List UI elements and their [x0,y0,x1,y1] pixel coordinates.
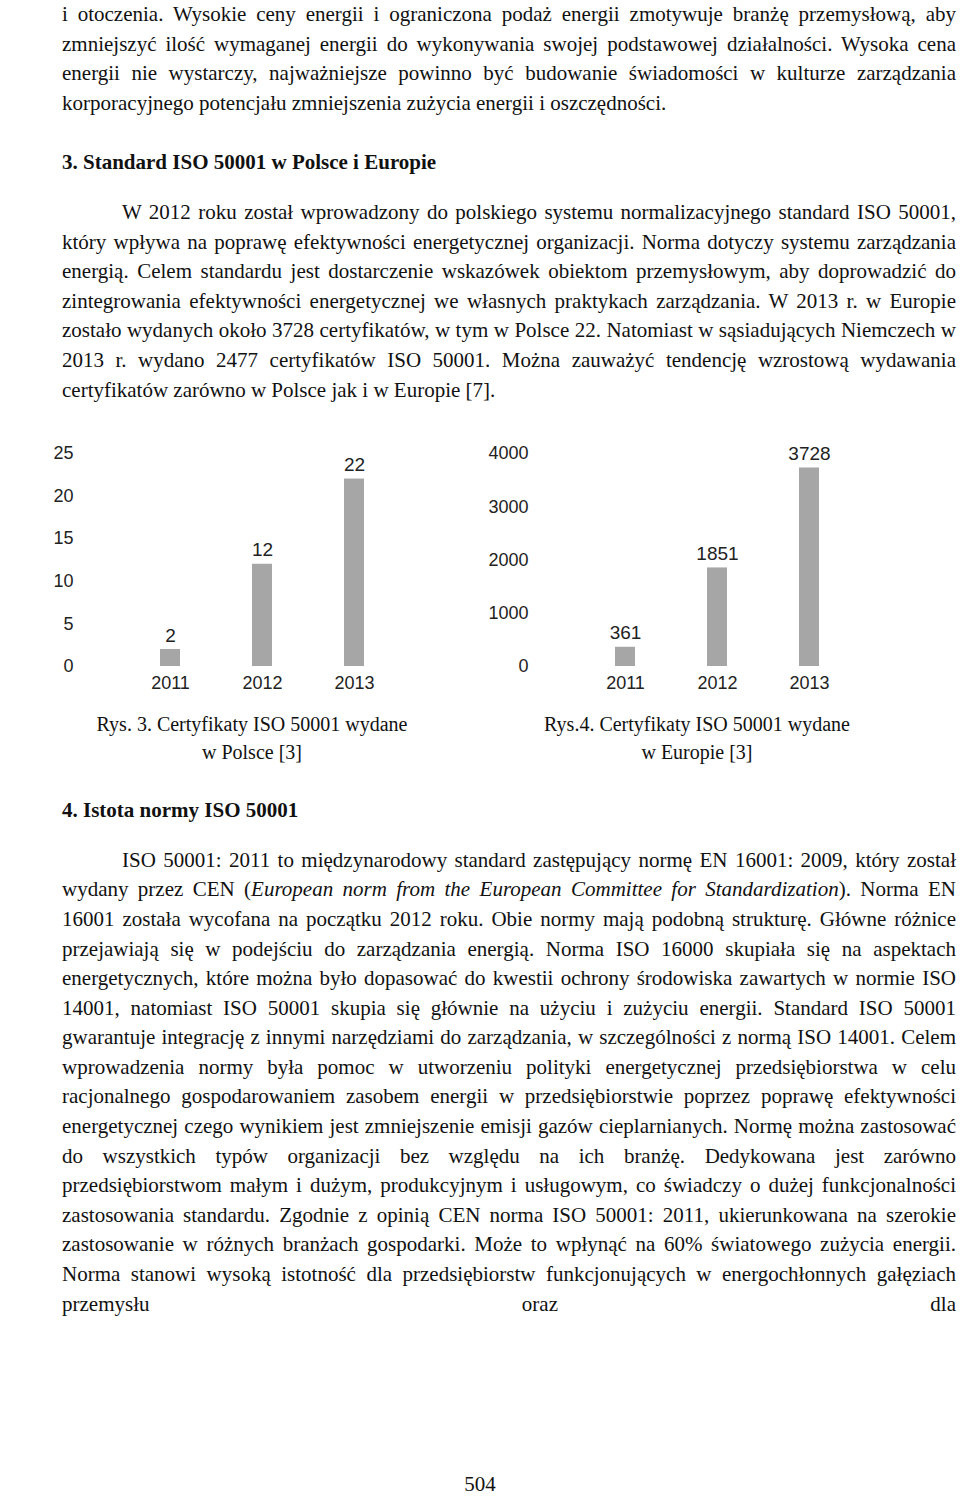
html-text:504: 504 [464,1472,496,1496]
svg-text:12: 12 [252,539,273,560]
svg-text:1000: 1000 [488,603,528,623]
svg-text:20: 20 [53,486,73,506]
html-text:w Polsce [3]: w Polsce [3] [202,741,302,764]
svg-text:25: 25 [53,443,73,463]
svg-text:2013: 2013 [334,673,374,693]
html-text:W 2012 roku został wprowadzony: W 2012 roku został wprowadzony do polski… [62,200,956,402]
svg-text:2011: 2011 [606,673,645,693]
html-text:w Europie [3]: w Europie [3] [641,741,753,764]
html-text:ISO 50001: 2011 to międzynarod: ISO 50001: 2011 to międzynarodowy standa… [62,847,956,1316]
html-text:Rys.4. Certyfikaty ISO 50001 w: Rys.4. Certyfikaty ISO 50001 wydane [544,713,850,736]
svg-text:2013: 2013 [789,673,829,693]
svg-text:1851: 1851 [696,543,738,564]
svg-text:5: 5 [63,614,73,634]
html-text:3. Standard ISO 50001 w Polsce: 3. Standard ISO 50001 w Polsce i Europie [62,150,437,175]
svg-text:2011: 2011 [151,673,190,693]
svg-text:0: 0 [63,656,73,676]
svg-text:361: 361 [610,622,642,643]
svg-text:4000: 4000 [488,443,528,463]
svg-text:3728: 3728 [788,443,830,464]
svg-text:15: 15 [53,529,73,549]
svg-text:2000: 2000 [488,550,528,570]
svg-text:22: 22 [344,454,365,475]
svg-text:10: 10 [53,571,73,591]
svg-text:2: 2 [165,625,176,646]
html-text:4. Istota normy ISO 50001: 4. Istota normy ISO 50001 [62,798,299,823]
html-text:Rys. 3. Certyfikaty ISO 50001: Rys. 3. Certyfikaty ISO 50001 wydane [96,713,408,736]
svg-text:2012: 2012 [697,673,737,693]
svg-text:3000: 3000 [488,497,528,517]
html-text:i otoczenia. Wysokie ceny ener: i otoczenia. Wysokie ceny energii i ogra… [62,2,956,115]
svg-text:0: 0 [518,656,528,676]
svg-text:2012: 2012 [242,673,282,693]
